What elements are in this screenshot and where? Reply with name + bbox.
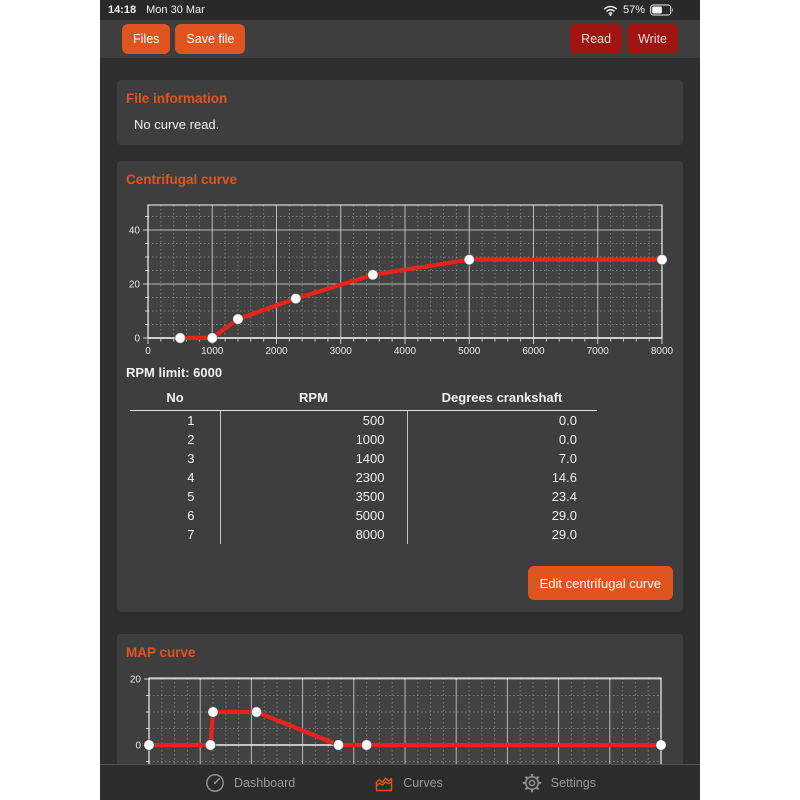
tab-curves[interactable]: Curves <box>373 772 443 794</box>
svg-text:0: 0 <box>135 741 141 752</box>
table-cell: 3 <box>130 449 221 468</box>
settings-gear-icon <box>522 773 541 792</box>
rpm-limit-label: RPM limit: 6000 <box>126 365 223 380</box>
svg-text:40: 40 <box>129 226 141 237</box>
svg-text:1000: 1000 <box>201 346 224 357</box>
table-cell: 2 <box>130 430 221 449</box>
centrifugal-title: Centrifugal curve <box>126 172 238 187</box>
centrifugal-table: No RPM Degrees crankshaft 1 500 0.0 2 1000 0.… <box>130 388 597 544</box>
table-cell: 6 <box>130 506 221 525</box>
write-button[interactable]: Write <box>627 24 678 54</box>
svg-text:7000: 7000 <box>587 346 610 357</box>
map-title: MAP curve <box>126 645 196 660</box>
table-header-degrees: Degrees crankshaft <box>407 388 597 411</box>
dashboard-gauge-icon <box>206 773 224 792</box>
svg-text:6000: 6000 <box>522 346 545 357</box>
table-row: 2 1000 0.0 <box>130 430 597 449</box>
table-row: 4 2300 14.6 <box>130 468 597 487</box>
file-information-message: No curve read. <box>134 117 220 132</box>
svg-text:0: 0 <box>145 346 151 357</box>
toolbar: Files Save file Read Write <box>100 20 700 58</box>
tab-label-curves: Curves <box>403 775 443 790</box>
table-cell: 8000 <box>220 525 408 544</box>
table-header-row: No RPM Degrees crankshaft <box>130 388 597 411</box>
status-bar: 14:18 Mon 30 Mar 57% <box>100 0 700 20</box>
battery-icon <box>650 4 673 16</box>
table-header-rpm: RPM <box>220 388 407 411</box>
table-row: 7 8000 29.0 <box>130 525 597 544</box>
table-cell: 23.4 <box>551 489 577 504</box>
save-file-button[interactable]: Save file <box>175 24 246 54</box>
svg-text:8000: 8000 <box>651 346 674 357</box>
app-window: 14:18 Mon 30 Mar 57% Files <box>100 0 700 800</box>
table-cell: 0.0 <box>558 413 577 428</box>
svg-text:20: 20 <box>129 280 141 291</box>
table-row: 6 5000 29.0 <box>130 506 597 525</box>
status-left: 14:18 Mon 30 Mar <box>108 4 205 16</box>
table-row: 3 1400 7.0 <box>130 449 597 468</box>
wifi-icon <box>603 5 618 16</box>
centrifugal-table-body: 1 500 0.0 2 1000 0.0 3 1400 7.0 4 2300 14.6 5 3500 23.… <box>130 410 597 544</box>
curves-chart-icon <box>375 776 393 791</box>
table-row: 1 500 0.0 <box>130 410 597 430</box>
svg-text:5000: 5000 <box>458 346 481 357</box>
edit-centrifugal-curve-button[interactable]: Edit centrifugal curve <box>527 566 673 600</box>
status-date: Mon 30 Mar <box>146 4 205 16</box>
read-button[interactable]: Read <box>570 24 623 54</box>
svg-text:4000: 4000 <box>394 346 417 357</box>
table-cell: 3500 <box>220 487 408 506</box>
status-right: 57% <box>603 4 674 16</box>
tab-dashboard[interactable]: Dashboard <box>204 772 295 794</box>
table-cell: 29.0 <box>551 527 577 542</box>
table-cell: 29.0 <box>551 508 577 523</box>
table-cell: 5 <box>130 487 221 506</box>
tab-label-dashboard: Dashboard <box>234 775 296 790</box>
file-information-panel: File information No curve read. <box>117 80 683 145</box>
status-time: 14:18 <box>108 4 137 16</box>
svg-text:2000: 2000 <box>265 346 288 357</box>
svg-text:0: 0 <box>134 334 140 345</box>
tab-settings[interactable]: Settings <box>521 772 596 794</box>
table-cell: 4 <box>130 468 221 487</box>
tab-bar: Dashboard Curves <box>100 764 700 800</box>
file-information-title: File information <box>126 91 228 106</box>
table-cell: 7 <box>130 525 221 544</box>
table-cell: 2300 <box>220 468 408 487</box>
table-cell: 1000 <box>220 430 408 449</box>
edit-button-row: Edit centrifugal curve <box>117 566 673 600</box>
table-cell: 14.6 <box>551 470 577 485</box>
battery-percent: 57% <box>622 4 645 16</box>
table-cell: 1 <box>130 410 221 430</box>
centrifugal-panel: Centrifugal curve 0 1000 2000 3000 4000 5000 6… <box>117 161 683 612</box>
table-header-no: No <box>130 388 220 411</box>
table-row: 5 3500 23.4 <box>130 487 597 506</box>
files-button[interactable]: Files <box>122 24 171 54</box>
svg-text:20: 20 <box>130 675 142 686</box>
table-cell: 5000 <box>220 506 408 525</box>
svg-text:3000: 3000 <box>330 346 353 357</box>
table-cell: 1400 <box>220 449 408 468</box>
table-cell: 7.0 <box>558 451 577 466</box>
table-cell: 500 <box>220 410 408 430</box>
tab-label-settings: Settings <box>550 775 596 790</box>
centrifugal-chart: 0 1000 2000 3000 4000 5000 6000 7000 8000 0 20 40 <box>129 204 674 357</box>
table-cell: 0.0 <box>558 432 577 447</box>
